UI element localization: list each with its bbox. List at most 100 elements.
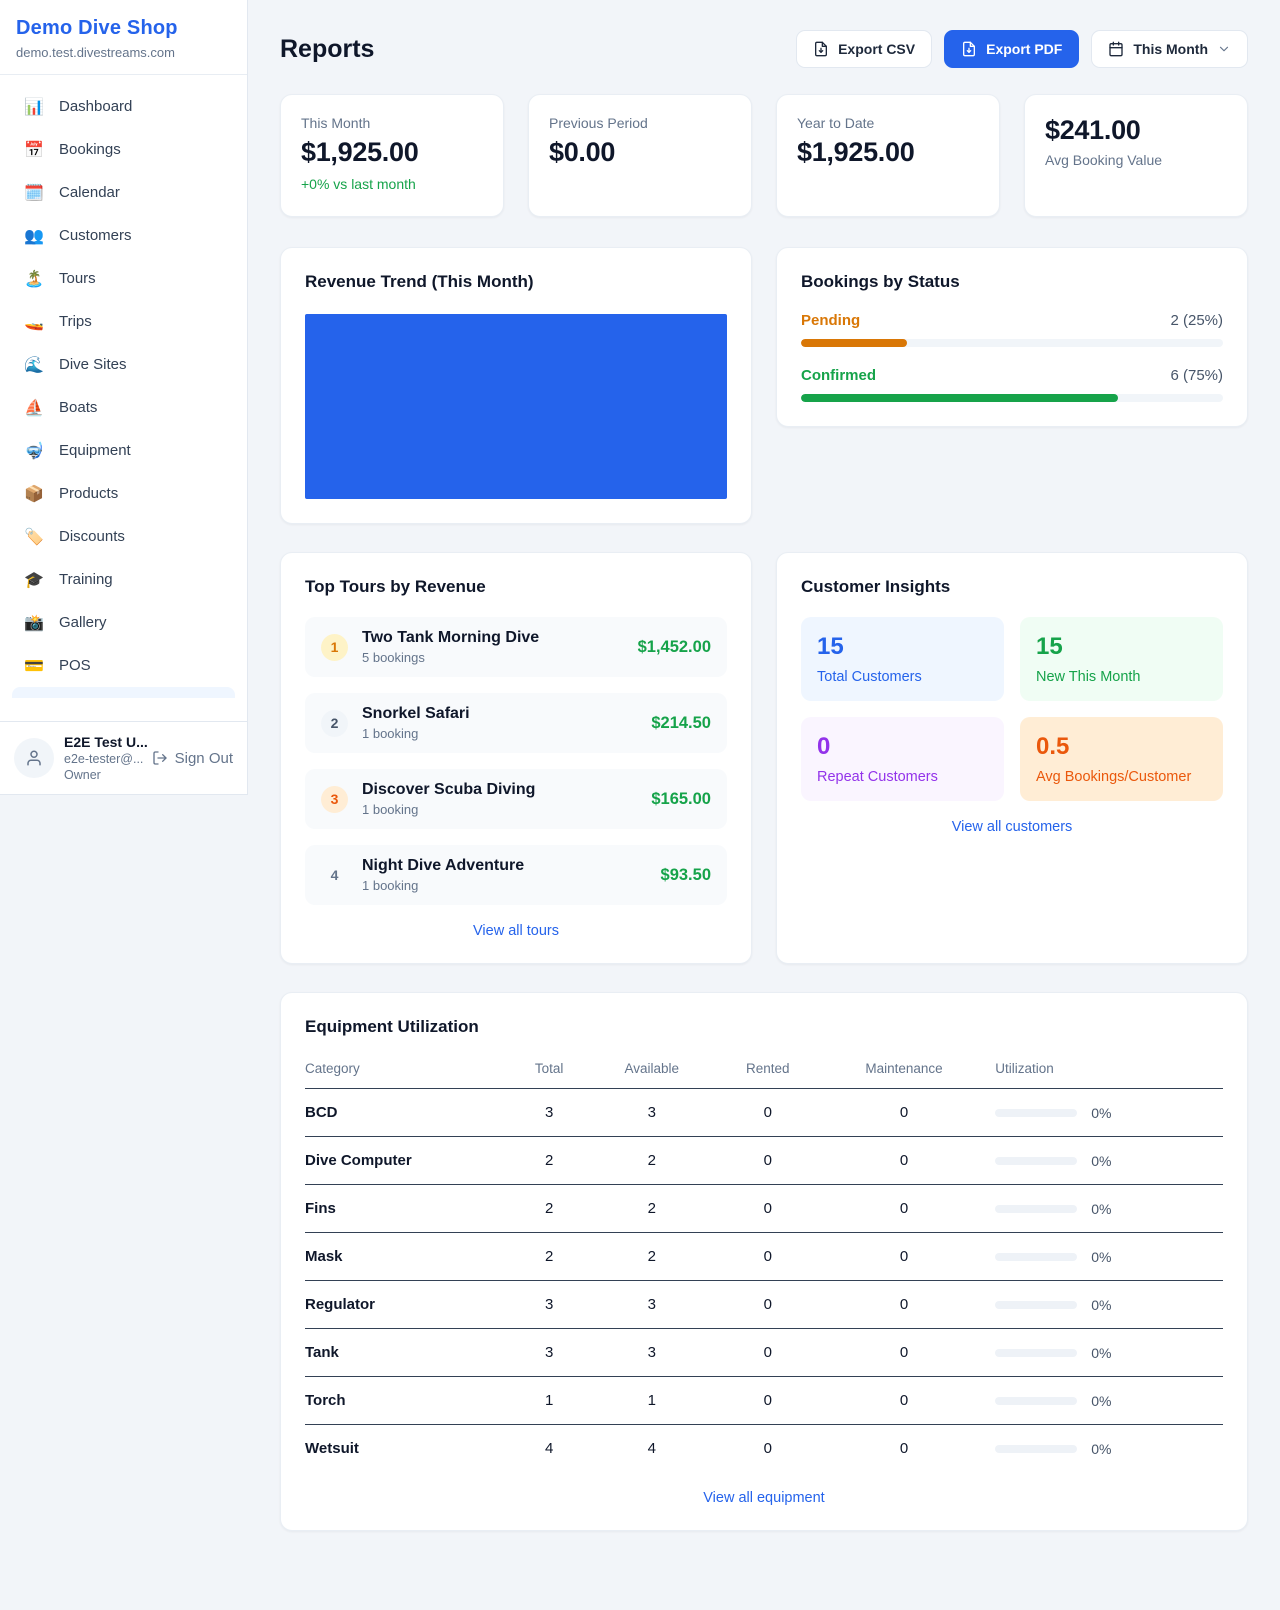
utilization-percent: 0%	[1091, 1344, 1112, 1361]
sidebar-item-training[interactable]: 🎓 Training	[12, 558, 235, 601]
tour-info: Two Tank Morning Dive 5 bookings	[362, 629, 539, 665]
utilization-bar-track	[995, 1108, 1078, 1117]
status-list: Pending 2 (25%) Confirmed 6 (75%)	[801, 312, 1223, 402]
tour-revenue: $165.00	[651, 789, 711, 808]
view-all-customers-link[interactable]: View all customers	[951, 819, 1073, 835]
sidebar-item-discounts[interactable]: 🏷️ Discounts	[12, 515, 235, 558]
insight-tile-new-this-month: 15 New This Month	[1020, 617, 1223, 701]
equipment-rented: 0	[714, 1136, 821, 1185]
equipment-total: 2	[509, 1136, 589, 1185]
status-label: Confirmed	[801, 367, 876, 384]
equipment-maintenance: 0	[820, 1232, 988, 1281]
person-icon	[27, 750, 41, 766]
shop-domain: demo.test.divestreams.com	[16, 45, 175, 60]
gallery-icon: 📸	[24, 614, 44, 632]
equipment-maintenance: 0	[899, 1440, 909, 1457]
sidebar-item-label: Trips	[59, 313, 92, 330]
table-row: Mask 2 2 0 0 0%	[305, 1232, 1223, 1281]
tour-row[interactable]: 2 Snorkel Safari 1 booking $214.50	[305, 693, 727, 753]
sidebar-item-tours[interactable]: 🏝️ Tours	[12, 257, 235, 300]
sidebar-item-label: Boats	[59, 399, 98, 416]
tour-bookings: 5 bookings	[362, 650, 425, 665]
stat-card: Previous Period $0.00	[528, 94, 752, 217]
sidebar-item-bookings[interactable]: 📅 Bookings	[12, 128, 235, 171]
utilization-percent: 0%	[1091, 1248, 1112, 1265]
revenue-trend-panel: Revenue Trend (This Month)	[280, 247, 752, 524]
equipment-rented: 0	[714, 1376, 821, 1425]
utilization-percent: 0%	[1091, 1104, 1112, 1121]
charts-row: Revenue Trend (This Month) Bookings by S…	[280, 247, 1248, 524]
equipment-rented: 0	[714, 1232, 821, 1281]
sidebar-item-label: Customers	[59, 227, 132, 244]
equipment-category: Wetsuit	[305, 1440, 359, 1457]
equipment-rented: 0	[714, 1088, 821, 1137]
tour-name: Night Dive Adventure	[362, 857, 525, 874]
sidebar-item-calendar[interactable]: 🗓️ Calendar	[12, 171, 235, 214]
user-name: E2E Test U...	[64, 734, 148, 750]
status-bar-track	[801, 339, 1223, 347]
tour-name: Two Tank Morning Dive	[362, 629, 540, 646]
equipment-available: 2	[588, 1184, 715, 1233]
equipment-category: Dive Computer	[305, 1136, 510, 1185]
sidebar-item-equipment[interactable]: 🤿 Equipment	[12, 429, 235, 472]
tour-row[interactable]: 1 Two Tank Morning Dive 5 bookings $1,452.0…	[305, 617, 727, 677]
insight-value: 15	[817, 633, 844, 660]
sidebar-item-products[interactable]: 📦 Products	[12, 472, 235, 515]
equipment-maintenance: 0	[820, 1136, 988, 1185]
equipment-available: 1	[588, 1376, 715, 1425]
equipment-utilization: 0%	[987, 1376, 1223, 1425]
tour-revenue: $93.50	[660, 865, 711, 884]
stat-value: $1,925.00	[797, 137, 915, 167]
insight-value: 15	[1036, 633, 1063, 660]
equipment-total: 4	[545, 1440, 554, 1457]
tour-row[interactable]: 3 Discover Scuba Diving 1 booking $165.00	[305, 769, 727, 829]
period-dropdown[interactable]: This Month	[1091, 30, 1248, 68]
export-pdf-button[interactable]: Export PDF	[944, 30, 1080, 68]
utilization-bar-track	[995, 1252, 1078, 1261]
equipment-icon: 🤿	[24, 442, 44, 460]
equipment-utilization: 0%	[987, 1232, 1223, 1281]
equipment-total: 1	[509, 1376, 589, 1425]
sign-out-label: Sign Out	[174, 749, 233, 767]
stat-card: Year to Date $1,925.00	[776, 94, 1000, 217]
bookings-by-status-title: Bookings by Status	[801, 272, 960, 291]
sidebar-item-pos[interactable]: 💳 POS	[12, 644, 235, 687]
user-box: E2E Test U... e2e-tester@... Owner Sign …	[0, 721, 247, 794]
sidebar-item-customers[interactable]: 👥 Customers	[12, 214, 235, 257]
sidebar-item-reports[interactable]: 📈Reports	[12, 687, 235, 698]
sidebar-item-label: Dive Sites	[59, 356, 127, 373]
tour-list: 1 Two Tank Morning Dive 5 bookings $1,452.0…	[305, 617, 727, 905]
sign-out-button[interactable]: Sign Out	[152, 750, 233, 767]
sidebar-item-dashboard[interactable]: 📊 Dashboard	[12, 85, 235, 128]
equipment-column-rented: Rented	[714, 1051, 821, 1089]
stat-label: Avg Booking Value	[1045, 152, 1163, 168]
equipment-category: Mask	[305, 1232, 510, 1281]
sidebar-item-gallery[interactable]: 📸 Gallery	[12, 601, 235, 644]
equipment-maintenance: 0	[820, 1280, 988, 1329]
sidebar-item-label: POS	[59, 657, 91, 674]
rank-badge: 1	[321, 633, 348, 661]
file-download-icon	[963, 41, 976, 57]
insight-tile-repeat-customers: 0 Repeat Customers	[801, 717, 1004, 801]
discounts-icon: 🏷️	[24, 528, 44, 546]
calendar-icon	[1109, 41, 1124, 57]
sidebar-nav: 📊 Dashboard 📅 Bookings 🗓️ Calendar 👥 Customers 🏝…	[0, 75, 247, 698]
tour-revenue: $214.50	[651, 713, 711, 732]
sidebar-item-trips[interactable]: 🚤 Trips	[12, 300, 235, 343]
user-avatar	[14, 738, 54, 778]
insight-label: Avg Bookings/Customer	[1036, 769, 1192, 785]
sidebar-item-boats[interactable]: ⛵ Boats	[12, 386, 235, 429]
view-all-tours-link[interactable]: View all tours	[473, 923, 559, 939]
stat-label: Previous Period	[549, 115, 648, 131]
view-all-equipment-link[interactable]: View all equipment	[703, 1490, 825, 1506]
chevron-down-icon	[1219, 46, 1229, 52]
status-bar-fill	[801, 339, 907, 347]
table-row: Tank 3 3 0 0 0%	[305, 1328, 1223, 1377]
export-csv-button[interactable]: Export CSV	[796, 30, 933, 68]
sidebar-item-dive-sites[interactable]: 🌊 Dive Sites	[12, 343, 235, 386]
utilization-cell: 0%	[995, 1201, 1215, 1217]
export-pdf-label: Export PDF	[986, 41, 1063, 57]
equipment-maintenance: 0	[820, 1328, 988, 1377]
stat-value: $0.00	[549, 137, 616, 167]
tour-row[interactable]: 4 Night Dive Adventure 1 booking $93.50	[305, 845, 727, 905]
